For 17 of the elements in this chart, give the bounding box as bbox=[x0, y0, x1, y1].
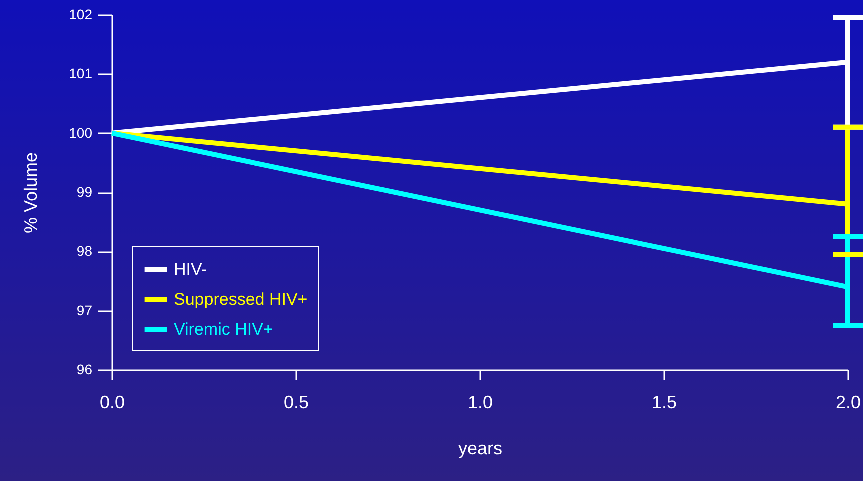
x-tick-label: 1.5 bbox=[652, 392, 678, 412]
legend-label: Viremic HIV+ bbox=[174, 320, 274, 339]
y-tick-label: 101 bbox=[69, 66, 93, 82]
x-tick-label: 0.5 bbox=[284, 392, 310, 412]
y-tick-label: 100 bbox=[69, 124, 93, 141]
y-tick-label: 98 bbox=[76, 243, 93, 260]
y-tick-label: 96 bbox=[76, 362, 93, 378]
y-tick-label: 97 bbox=[76, 302, 93, 318]
x-axis-title: years bbox=[458, 438, 503, 458]
x-tick-label: 2.0 bbox=[836, 392, 862, 412]
x-tick-label: 1.0 bbox=[468, 392, 494, 412]
y-tick-label: 102 bbox=[69, 6, 93, 22]
legend-label: HIV- bbox=[174, 260, 208, 279]
legend-label: Suppressed HIV+ bbox=[174, 290, 308, 309]
y-tick-label: 99 bbox=[76, 184, 93, 200]
y-axis-title: % Volume bbox=[21, 152, 42, 234]
x-tick-label: 0.0 bbox=[100, 392, 126, 412]
